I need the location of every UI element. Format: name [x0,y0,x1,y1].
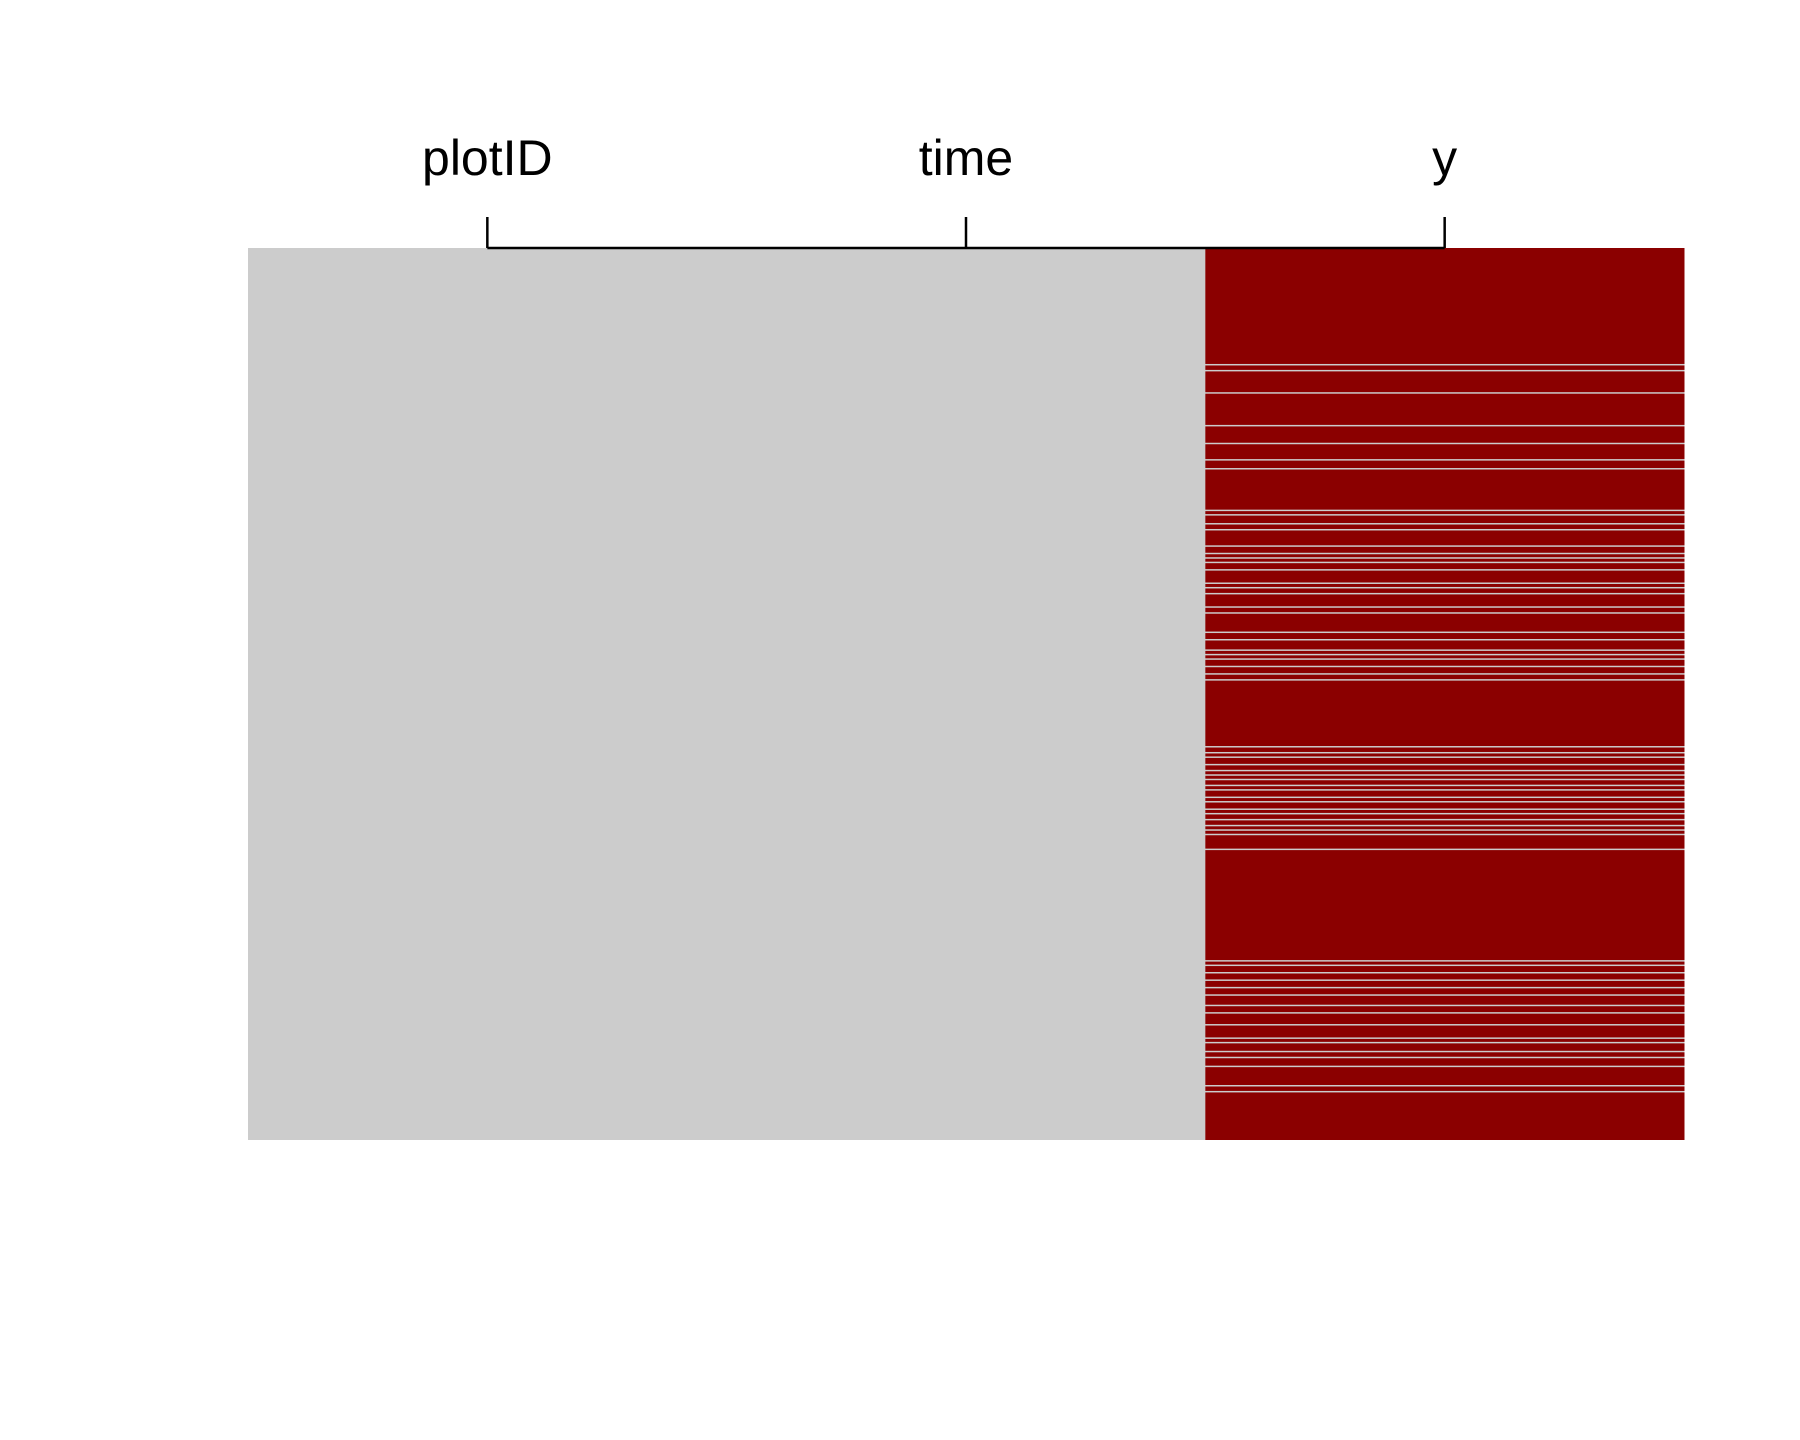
missing-cell-run-y [1205,426,1685,443]
column-labels: plotID time y [422,130,1457,186]
missing-cell-run-y [1205,1025,1685,1038]
missing-cell-run-y [1205,558,1685,562]
missing-cell-run-y [1205,613,1685,632]
missing-cell-run-y [1205,393,1685,425]
missing-cell-run-y [1205,524,1685,529]
missing-cell-run-y [1205,966,1685,973]
missing-cell-run-y [1205,248,1685,364]
missing-cell-run-y [1205,753,1685,757]
missing-cell-run-y [1205,809,1685,813]
missing-cell-run-y [1205,961,1685,965]
missing-cell-run-y [1205,1052,1685,1057]
missing-cell-run-y [1205,444,1685,460]
missing-cell-run-y [1205,1058,1685,1066]
missing-cell-run-y [1205,650,1685,654]
missing-cell-run-y [1205,820,1685,825]
missing-cell-run-y [1205,780,1685,785]
column-label-y: y [1432,130,1457,186]
missing-cell-run-y [1205,1067,1685,1085]
missing-cell-run-y [1205,771,1685,775]
missing-cell-run-y [1205,659,1685,666]
column-plotid-observed [248,248,728,1140]
missing-cell-run-y [1205,469,1685,510]
missing-cell-run-y [1205,554,1685,558]
missing-cell-run-y [1205,973,1685,980]
missing-cell-run-y [1205,835,1685,849]
missing-cell-run-y [1205,1013,1685,1025]
missing-cell-run-y [1205,594,1685,607]
missing-cell-run-y [1205,607,1685,613]
column-time-observed [726,248,1206,1140]
missing-cell-run-y [1205,1092,1685,1140]
missing-cell-run-y [1205,1038,1685,1042]
missing-cell-run-y [1205,546,1685,553]
missing-cell-run-y [1205,515,1685,524]
missing-cell-run-y [1205,680,1685,747]
column-label-time: time [919,130,1013,186]
missing-cell-run-y [1205,830,1685,834]
missing-cell-run-y [1205,798,1685,802]
missing-cell-run-y [1205,802,1685,809]
missing-cell-run-y [1205,633,1685,639]
top-axis [486,217,1446,250]
missing-cell-run-y [1205,570,1685,583]
missing-cell-run-y [1205,563,1685,570]
missing-cell-run-y [1205,814,1685,819]
missing-cell-run-y [1205,995,1685,1005]
missing-cell-run-y [1205,588,1685,593]
missing-cell-run-y [1205,1086,1685,1091]
missing-cell-run-y [1205,850,1685,961]
missing-cell-run-y [1205,511,1685,515]
missing-cell-run-y [1205,1006,1685,1013]
missing-cell-run-y [1205,775,1685,779]
missing-cell-run-y [1205,530,1685,546]
missing-cell-run-y [1205,757,1685,764]
missing-cell-run-y [1205,674,1685,680]
missing-cell-run-y [1205,460,1685,469]
missing-cell-run-y [1205,790,1685,797]
missingness-cells [248,248,1685,1140]
missing-cell-run-y [1205,765,1685,770]
missing-cell-run-y [1205,667,1685,674]
missing-cell-run-y [1205,1043,1685,1051]
missing-cell-run-y [1205,826,1685,830]
missing-cell-run-y [1205,980,1685,987]
column-label-plotid: plotID [422,130,553,186]
missing-cell-run-y [1205,371,1685,393]
missing-cell-run-y [1205,747,1685,752]
missing-cell-run-y [1205,786,1685,790]
missing-cell-run-y [1205,655,1685,659]
missing-cell-run-y [1205,988,1685,995]
missing-cell-run-y [1205,640,1685,650]
missing-cell-run-y [1205,365,1685,370]
missing-cell-run-y [1205,583,1685,587]
